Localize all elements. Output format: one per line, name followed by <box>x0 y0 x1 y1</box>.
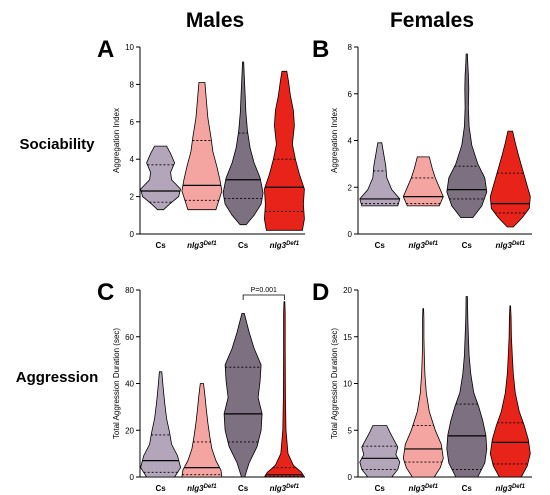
y-axis-label: Total Aggression Duration (sec) <box>112 328 121 440</box>
y-tick-label: 6 <box>348 90 353 99</box>
x-tick-label: nlg3Def1 <box>496 241 526 250</box>
y-tick-label: 0 <box>348 230 353 239</box>
y-tick-label: 10 <box>343 380 352 389</box>
y-tick-label: 8 <box>348 43 353 52</box>
x-tick-label: Cs <box>238 484 249 493</box>
y-tick-label: 0 <box>130 473 135 482</box>
y-tick-label: 80 <box>125 286 134 295</box>
x-tick-label: nlg3Def1 <box>409 484 439 493</box>
y-tick-label: 4 <box>348 137 353 146</box>
significance-label: P=0.001 <box>251 287 277 294</box>
x-tick-label: Cs <box>462 484 473 493</box>
panel-c: C 0 20 40 60 80 Total Aggression Duration (sec… <box>97 279 306 493</box>
x-tick-label: nlg3Def1 <box>187 484 217 493</box>
significance-bracket <box>242 294 285 300</box>
y-tick-label: 40 <box>125 380 134 389</box>
violin-2 <box>181 383 223 478</box>
x-tick-label: Cs <box>375 484 386 493</box>
violin-3 <box>446 296 488 478</box>
violin-2 <box>402 156 444 207</box>
violin-4 <box>263 301 306 478</box>
y-tick-label: 4 <box>130 155 135 164</box>
panel-letter: C <box>97 279 114 306</box>
violin-3 <box>446 53 488 218</box>
y-tick-label: 20 <box>343 286 352 295</box>
violin-1 <box>359 425 401 478</box>
panel-b: B 0 2 4 6 8 Aggregation Index Cs nlg3Def1 Cs nlg3D… <box>312 36 532 250</box>
violin-3 <box>223 313 263 478</box>
y-tick-label: 5 <box>348 426 353 435</box>
x-tick-label: nlg3Def1 <box>270 484 300 493</box>
panels: A 0 2 4 6 8 10 Aggregation Index Cs nlg3Def1 Cs nlg… <box>97 36 532 493</box>
y-tick-label: 2 <box>130 193 135 202</box>
x-tick-label: nlg3Def1 <box>409 241 439 250</box>
violin-2 <box>181 82 223 211</box>
x-tick-label: Cs <box>156 484 167 493</box>
y-axis-label: Total Aggression Duration (sec) <box>330 328 339 440</box>
x-tick-label: nlg3Def1 <box>187 241 217 250</box>
y-tick-label: 8 <box>130 80 135 89</box>
x-tick-label: Cs <box>462 241 473 250</box>
panel-letter: D <box>312 279 329 306</box>
y-tick-label: 10 <box>125 43 134 52</box>
x-tick-label: nlg3Def1 <box>496 484 526 493</box>
y-axis-label: Aggregation Index <box>330 108 339 173</box>
violin-2 <box>402 308 444 478</box>
x-tick-label: Cs <box>156 241 167 250</box>
x-tick-label: Cs <box>375 241 386 250</box>
violin-1 <box>140 371 182 478</box>
violin-4 <box>489 305 531 478</box>
y-tick-label: 6 <box>130 118 135 127</box>
y-tick-label: 0 <box>130 230 135 239</box>
violin-1 <box>359 142 401 207</box>
panel-letter: B <box>312 36 329 63</box>
y-tick-label: 60 <box>125 333 134 342</box>
violin-1 <box>140 145 182 211</box>
panel-d: D 0 5 10 15 20 Total Aggression Duration (sec)… <box>312 279 532 493</box>
y-tick-label: 15 <box>343 333 352 342</box>
violin-4 <box>263 70 305 231</box>
y-tick-label: 2 <box>348 183 353 192</box>
x-tick-label: Cs <box>238 241 249 250</box>
row-label-aggression: Aggression <box>16 369 99 386</box>
y-tick-label: 20 <box>125 426 134 435</box>
row-label-sociability: Sociability <box>19 136 95 153</box>
violin-3 <box>222 61 264 226</box>
column-title-males: Males <box>186 9 244 32</box>
panel-a: A 0 2 4 6 8 10 Aggregation Index Cs nlg3Def1 Cs nlg… <box>97 36 305 250</box>
y-tick-label: 0 <box>348 473 353 482</box>
column-title-females: Females <box>390 9 474 32</box>
panel-letter: A <box>97 36 114 63</box>
x-tick-label: nlg3Def1 <box>270 241 300 250</box>
y-axis-label: Aggregation Index <box>112 108 121 173</box>
